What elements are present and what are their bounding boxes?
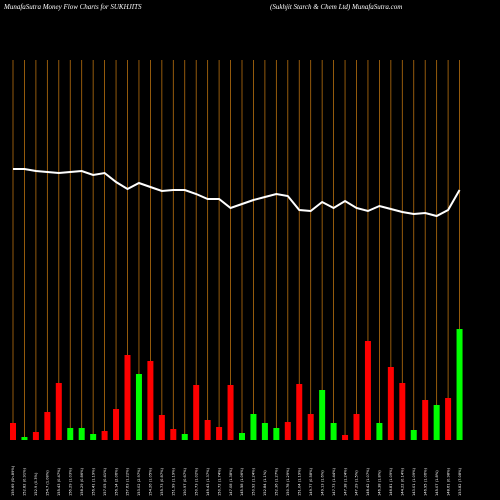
bar [307,414,314,440]
bar [181,434,188,440]
x-tick-label: 152.82 (0.91%) [23,467,27,496]
bar [296,384,303,440]
x-tick-label: 148.61 (0.98%) [446,467,450,496]
bar [273,428,280,440]
x-tick-label: 153.02 (2.97%) [137,467,141,496]
bar [67,428,74,440]
chart-title: MunafaSutra Money Flow Charts for SUKHJI… [3,3,142,11]
bar [342,435,349,440]
bar [147,361,154,440]
x-tick-label: 150.73 (1.02%) [194,467,198,496]
bar [319,390,326,440]
x-tick-label: 147.08 (1.38%) [229,467,233,496]
bar [78,428,85,440]
x-tick-label: 151.99 (1.19%) [172,467,176,496]
bar [32,432,39,440]
x-tick-label: 152.84 (1.1%) [263,470,267,496]
x-tick-label: 146.95 (1.06%) [423,467,427,496]
x-tick-label: 147.73 (1.44%) [332,467,336,496]
x-tick-label: 152.36 (1.27%) [275,467,279,496]
x-tick-label: 150.92 (1.24%) [252,467,256,496]
bar [330,423,337,440]
bar [284,422,291,440]
x-tick-label: 147.38 (1.24%) [343,467,347,496]
chart-subtitle: (Sukhjit Starch & Chem Ltd) MunafaSutra.… [270,3,402,11]
x-tick-label: 149.77 (0.58%) [309,467,313,496]
bar [399,383,406,440]
x-tick-label: 147.29 (1.5%) [355,470,359,496]
x-tick-label: 150.97 (0.67%) [183,467,187,496]
bar [387,367,394,440]
bar [44,412,51,440]
x-tick-label: 153.82 (7.08%) [458,467,462,496]
x-tick-label: 148.42 (1.07%) [366,467,370,496]
x-tick-label: 145.07 (1.8%) [435,470,439,496]
x-tick-label: 146.38 (1.8%) [378,470,382,496]
x-tick-label: 154.26 (1.05%) [149,467,153,496]
x-tick-label: 150.78 (1.29%) [286,467,290,496]
bar [170,429,177,440]
money-flow-line [13,168,461,218]
bar [113,409,120,440]
x-tick-label: 155.73 (0.87%) [160,467,164,496]
bar [124,355,131,440]
x-tick-label: 158.29 (0.86%) [80,467,84,496]
x-tick-label: 146.81 (1.09%) [389,467,393,496]
x-tick-label: 143.01 (1.09%) [412,467,416,496]
bar [364,341,371,440]
bar [227,385,234,440]
bar [456,329,463,440]
bar [216,427,223,440]
x-tick-label: 159.69 (Sh.89%) [11,465,15,496]
x-tick-label: 156.41 (1.19%) [91,467,95,496]
bar [410,430,417,440]
x-tick-label: 152.9 (0.3%) [34,472,38,496]
x-tick-label: 157.05 (0.41%) [103,467,107,496]
bar [90,434,97,440]
bar [21,437,28,440]
x-tick-label: 144.22 (0.14%) [401,467,405,496]
x-tick-label: 156.29 (1.03%) [68,467,72,496]
x-tick-label: 154.7 (1.08%) [46,470,50,496]
x-tick-label: 145.58 (1.06%) [240,467,244,496]
bar [445,398,452,440]
x-tick-label: 157.63 (1.22%) [126,467,130,496]
x-tick-label: 150.72 (1.74%) [217,467,221,496]
bar [158,415,165,440]
bar [250,414,257,440]
bar [433,405,440,440]
x-tick-label: 149.13 (1.6%) [320,470,324,496]
bar [261,423,268,440]
bar [376,423,383,440]
bar [204,420,211,440]
bar [55,383,62,440]
bar [422,400,429,440]
bar [193,385,200,440]
x-tick-label: 151.04 (1.19%) [297,467,301,496]
bar [101,431,108,440]
x-tick-label: 149.43 (1.37%) [206,467,210,496]
x-tick-label: 156.14 (2.06%) [114,467,118,496]
bar [239,433,245,440]
x-tick-label: 155.43 (0.47%) [57,467,61,496]
bar [353,414,360,440]
bar [10,423,16,440]
bar [135,374,142,440]
